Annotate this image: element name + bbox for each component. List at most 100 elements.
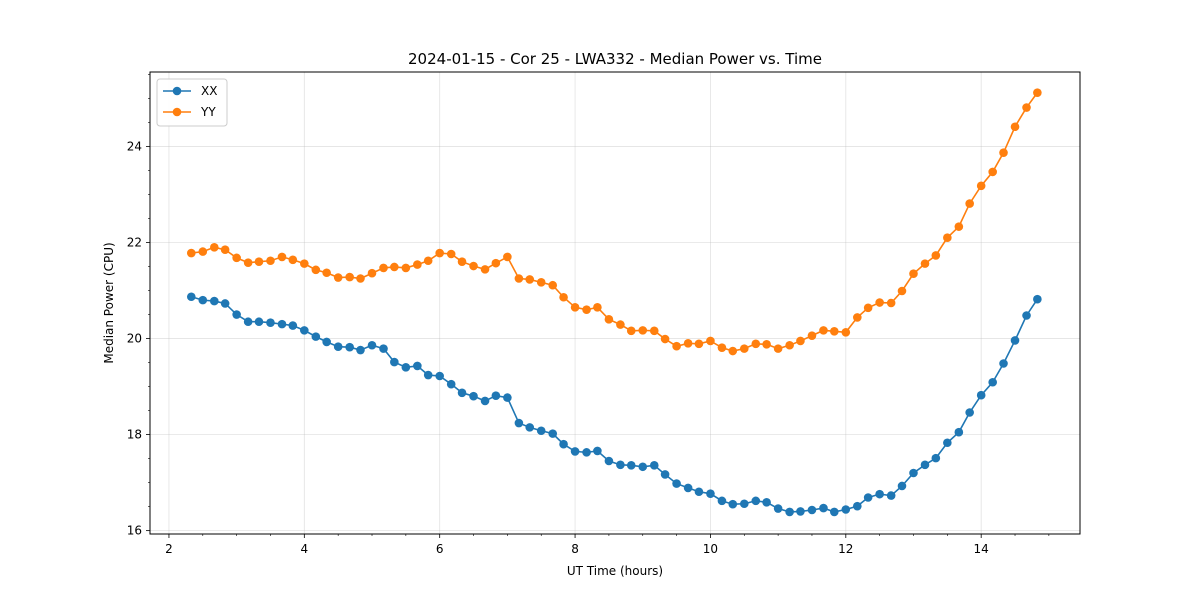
data-point-xx	[210, 296, 219, 306]
data-point-xx	[333, 342, 343, 352]
x-tick-label: 6	[436, 542, 444, 556]
data-point-xx	[954, 427, 964, 437]
data-point-xx	[931, 453, 941, 463]
data-point-yy	[751, 339, 761, 349]
data-point-yy	[931, 251, 941, 260]
y-axis-label: Median Power (CPU)	[102, 242, 116, 363]
data-point-xx	[672, 479, 681, 488]
data-point-yy	[616, 320, 625, 329]
data-point-yy	[379, 263, 388, 273]
legend-swatch-marker	[172, 86, 182, 96]
data-point-xx	[751, 496, 761, 506]
data-point-yy	[739, 344, 749, 353]
data-point-yy	[796, 336, 805, 346]
x-axis-label: UT Time (hours)	[567, 564, 663, 578]
data-point-xx	[796, 507, 805, 516]
data-point-yy	[356, 274, 365, 283]
data-point-xx	[649, 461, 659, 470]
data-point-yy	[660, 334, 670, 344]
x-tick-label: 10	[703, 542, 718, 556]
data-point-yy	[672, 341, 681, 351]
data-point-xx	[626, 461, 636, 470]
data-point-xx	[875, 489, 884, 499]
data-point-xx	[582, 448, 591, 457]
data-point-yy	[266, 256, 275, 266]
data-point-xx	[897, 481, 907, 491]
data-point-yy	[762, 340, 771, 349]
data-point-xx	[401, 363, 411, 372]
data-point-xx	[390, 357, 399, 367]
data-point-yy	[300, 259, 309, 268]
data-point-xx	[379, 344, 388, 353]
data-point-yy	[243, 258, 253, 267]
y-tick-label: 24	[127, 139, 142, 153]
data-point-yy	[965, 199, 974, 208]
x-tick-label: 12	[838, 542, 853, 556]
legend-label-yy: YY	[200, 105, 216, 119]
data-point-xx	[469, 391, 478, 401]
series-line-yy	[191, 92, 1039, 352]
data-point-xx	[570, 447, 580, 456]
legend-swatch-marker	[172, 107, 182, 117]
data-point-yy	[423, 256, 433, 266]
data-point-xx	[480, 396, 490, 406]
data-point-xx	[536, 426, 546, 436]
data-point-xx	[706, 489, 715, 498]
data-point-yy	[909, 269, 918, 279]
data-point-xx	[503, 393, 512, 402]
data-point-yy	[819, 326, 828, 335]
data-point-yy	[480, 265, 490, 274]
data-point-yy	[322, 268, 331, 278]
data-point-xx	[830, 507, 839, 517]
data-point-xx	[988, 377, 997, 387]
data-point-yy	[694, 339, 704, 349]
data-point-yy	[548, 280, 558, 290]
data-point-yy	[220, 245, 230, 254]
legend-label-xx: XX	[201, 84, 217, 98]
data-point-yy	[785, 340, 794, 350]
data-point-yy	[277, 252, 287, 262]
data-point-xx	[638, 462, 648, 472]
y-tick-label: 16	[127, 524, 142, 538]
data-point-yy	[514, 274, 524, 283]
data-point-xx	[300, 326, 309, 335]
data-point-xx	[853, 501, 862, 511]
data-point-xx	[254, 317, 264, 327]
data-point-xx	[728, 499, 738, 509]
data-point-yy	[413, 260, 422, 269]
data-point-yy	[920, 259, 930, 268]
data-point-xx	[345, 342, 354, 352]
data-point-xx	[660, 470, 670, 479]
data-point-yy	[638, 326, 648, 335]
data-point-yy	[728, 346, 738, 356]
data-point-xx	[694, 487, 704, 497]
data-point-xx	[266, 318, 275, 327]
data-point-yy	[401, 263, 411, 273]
data-point-yy	[570, 303, 580, 312]
chart-title: 2024-01-15 - Cor 25 - LWA332 - Median Po…	[408, 50, 822, 68]
data-point-yy	[875, 298, 884, 307]
data-point-yy	[863, 303, 873, 313]
data-point-yy	[999, 148, 1008, 157]
data-point-yy	[469, 261, 478, 271]
x-tick-label: 4	[301, 542, 309, 556]
data-point-yy	[457, 257, 467, 267]
data-point-xx	[717, 496, 727, 506]
data-point-yy	[210, 242, 219, 252]
data-point-yy	[954, 222, 964, 231]
y-tick-label: 22	[127, 235, 142, 249]
data-point-yy	[853, 313, 862, 322]
data-point-yy	[717, 343, 727, 352]
data-point-xx	[220, 299, 230, 308]
data-point-yy	[254, 257, 264, 267]
data-point-xx	[886, 491, 896, 500]
data-point-xx	[683, 483, 693, 493]
data-point-xx	[819, 503, 828, 513]
data-point-xx	[322, 337, 331, 347]
data-point-xx	[367, 340, 377, 350]
data-point-yy	[1033, 88, 1042, 97]
data-point-xx	[457, 388, 467, 398]
data-point-yy	[1010, 122, 1020, 132]
data-point-xx	[1022, 311, 1031, 320]
